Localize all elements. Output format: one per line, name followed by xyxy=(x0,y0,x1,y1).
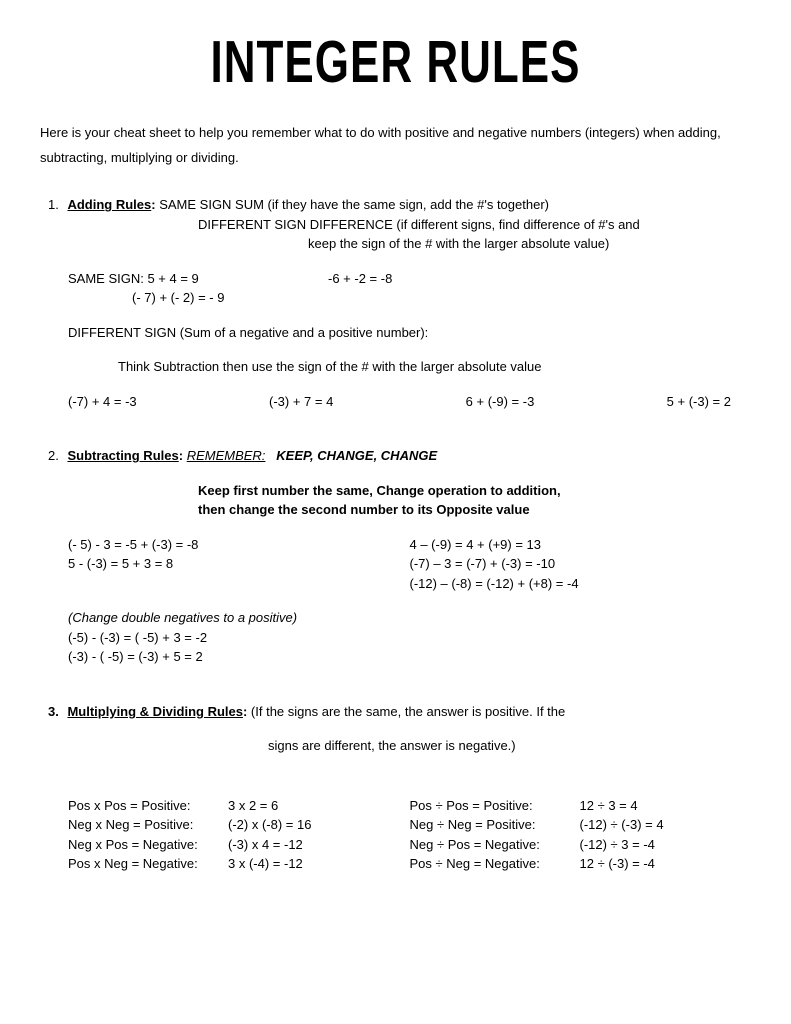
remember-label: REMEMBER: xyxy=(187,448,266,463)
same-sign-ex3: (- 7) + (- 2) = - 9 xyxy=(68,288,751,308)
subtracting-examples: (- 5) - 3 = -5 + (-3) = -8 5 - (-3) = 5 … xyxy=(68,535,751,594)
sub-right-3: (-12) – (-8) = (-12) + (+8) = -4 xyxy=(410,574,752,594)
sub-left-1: (- 5) - 3 = -5 + (-3) = -8 xyxy=(68,535,410,555)
m3a: Neg x Pos = Negative: xyxy=(68,835,228,855)
adding-ex3: 6 + (-9) = -3 xyxy=(466,392,535,412)
d3b: (-12) ÷ 3 = -4 xyxy=(580,835,655,855)
diff-sign-hint: Think Subtraction then use the sign of t… xyxy=(68,357,751,377)
section-number: 3. xyxy=(48,702,59,722)
d2a: Neg ÷ Neg = Positive: xyxy=(410,815,580,835)
adding-rule-3: keep the sign of the # with the larger a… xyxy=(68,234,751,254)
section-multiply-divide: 3. Multiplying & Dividing Rules: (If the… xyxy=(40,702,751,874)
m2a: Neg x Neg = Positive: xyxy=(68,815,228,835)
section-subtracting: 2. Subtracting Rules: REMEMBER: KEEP, CH… xyxy=(40,446,751,667)
page-title: INTEGER RULES xyxy=(40,18,751,107)
adding-ex1: (-7) + 4 = -3 xyxy=(68,392,137,412)
d4b: 12 ÷ (-3) = -4 xyxy=(580,854,655,874)
d2b: (-12) ÷ (-3) = 4 xyxy=(580,815,664,835)
d3a: Neg ÷ Pos = Negative: xyxy=(410,835,580,855)
d4a: Pos ÷ Neg = Negative: xyxy=(410,854,580,874)
adding-ex2: (-3) + 7 = 4 xyxy=(269,392,333,412)
m1a: Pos x Pos = Positive: xyxy=(68,796,228,816)
m2b: (-2) x (-8) = 16 xyxy=(228,815,311,835)
sub-left-2: 5 - (-3) = 5 + 3 = 8 xyxy=(68,554,410,574)
muldiv-heading-line: 3. Multiplying & Dividing Rules: (If the… xyxy=(68,702,751,722)
sub-right-1: 4 – (-9) = 4 + (+9) = 13 xyxy=(410,535,752,555)
double-negative-ex1: (-5) - (-3) = ( -5) + 3 = -2 xyxy=(68,628,751,648)
adding-examples-row: (-7) + 4 = -3 (-3) + 7 = 4 6 + (-9) = -3… xyxy=(68,392,751,412)
section-adding: 1. Adding Rules: SAME SIGN SUM (if they … xyxy=(40,195,751,411)
double-negative-ex2: (-3) - ( -5) = (-3) + 5 = 2 xyxy=(68,647,751,667)
muldiv-table: Pos x Pos = Positive:3 x 2 = 6 Neg x Neg… xyxy=(68,796,751,874)
adding-heading: Adding Rules xyxy=(67,197,151,212)
same-sign-ex2: -6 + -2 = -8 xyxy=(328,269,751,289)
subtracting-explain: Keep first number the same, Change opera… xyxy=(68,481,751,520)
m3b: (-3) x 4 = -12 xyxy=(228,835,303,855)
adding-ex4: 5 + (-3) = 2 xyxy=(667,392,731,412)
m4b: 3 x (-4) = -12 xyxy=(228,854,303,874)
m4a: Pos x Neg = Negative: xyxy=(68,854,228,874)
diff-sign-label: DIFFERENT SIGN (Sum of a negative and a … xyxy=(68,323,751,343)
explain-2: then change the second number to its Opp… xyxy=(198,500,751,520)
same-sign-ex1: 5 + 4 = 9 xyxy=(147,271,198,286)
adding-heading-line: 1. Adding Rules: SAME SIGN SUM (if they … xyxy=(68,195,751,215)
m1b: 3 x 2 = 6 xyxy=(228,796,278,816)
sub-right-2: (-7) – 3 = (-7) + (-3) = -10 xyxy=(410,554,752,574)
remember-text: KEEP, CHANGE, CHANGE xyxy=(276,448,437,463)
colon: : xyxy=(179,448,183,463)
d1b: 12 ÷ 3 = 4 xyxy=(580,796,638,816)
muldiv-rule-2: signs are different, the answer is negat… xyxy=(68,736,751,756)
double-negative-block: (Change double negatives to a positive) … xyxy=(68,608,751,667)
muldiv-rule-1: (If the signs are the same, the answer i… xyxy=(247,704,565,719)
adding-rule-1: SAME SIGN SUM (if they have the same sig… xyxy=(156,197,549,212)
subtracting-heading: Subtracting Rules xyxy=(67,448,178,463)
subtracting-heading-line: 2. Subtracting Rules: REMEMBER: KEEP, CH… xyxy=(68,446,751,466)
same-sign-block: SAME SIGN: 5 + 4 = 9 -6 + -2 = -8 (- 7) … xyxy=(68,269,751,308)
section-number: 1. xyxy=(48,195,59,215)
explain-1: Keep first number the same, Change opera… xyxy=(198,481,751,501)
muldiv-heading: Multiplying & Dividing Rules xyxy=(67,704,243,719)
section-number: 2. xyxy=(48,446,59,466)
adding-rule-2: DIFFERENT SIGN DIFFERENCE (if different … xyxy=(68,215,751,235)
double-negative-note: (Change double negatives to a positive) xyxy=(68,608,751,628)
d1a: Pos ÷ Pos = Positive: xyxy=(410,796,580,816)
same-sign-label: SAME SIGN: xyxy=(68,271,147,286)
intro-text: Here is your cheat sheet to help you rem… xyxy=(40,121,751,170)
